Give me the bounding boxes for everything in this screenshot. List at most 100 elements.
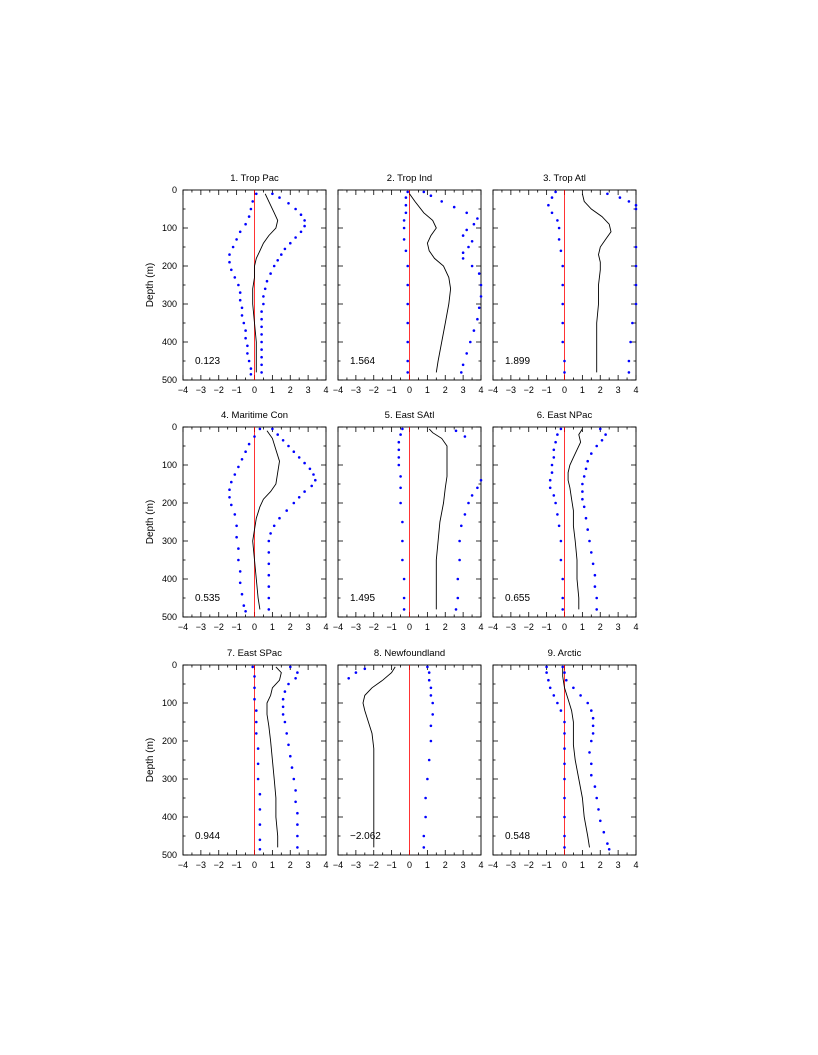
panel-value-label: 1.495 [350, 593, 375, 604]
lower-bound-point [561, 608, 564, 611]
lower-bound-point [561, 302, 564, 306]
upper-bound-point [303, 219, 306, 222]
lower-bound-point [397, 463, 401, 467]
upper-bound-point [582, 505, 586, 509]
x-tick-label: −4 [488, 622, 498, 632]
lower-bound-point [561, 340, 564, 344]
lower-bound-point [254, 709, 258, 712]
y-axis-title: Depth (m) [145, 263, 156, 307]
x-tick-label: 0 [562, 385, 567, 395]
upper-bound-point [303, 490, 306, 493]
upper-bound-point [260, 340, 263, 344]
upper-bound-point [460, 524, 463, 528]
upper-bound-point [267, 608, 271, 611]
x-tick-label: 3 [461, 385, 466, 395]
upper-bound-point [467, 501, 470, 505]
upper-bound-point [427, 678, 431, 682]
x-tick-label: 0 [252, 860, 257, 870]
upper-bound-point [272, 524, 276, 528]
panel-value-label: 1.564 [350, 356, 375, 367]
x-tick-label: 3 [306, 385, 311, 395]
upper-bound-point [456, 596, 460, 600]
panel-value-label: 0.535 [195, 593, 220, 604]
upper-bound-point [422, 834, 426, 838]
upper-bound-point [588, 539, 591, 543]
upper-bound-point [476, 217, 479, 220]
upper-bound-point [287, 743, 290, 747]
panel-value-label: −2.062 [350, 831, 381, 842]
lower-bound-point [244, 336, 247, 340]
x-tick-label: 0 [407, 385, 412, 395]
lower-bound-point [228, 253, 231, 256]
lower-bound-point [258, 823, 262, 826]
upper-bound-point [597, 808, 600, 811]
upper-bound-point [470, 264, 474, 268]
upper-bound-point [426, 777, 429, 781]
upper-bound-point [581, 482, 584, 486]
lower-bound-point [258, 792, 262, 796]
upper-bound-point [634, 302, 638, 306]
upper-bound-point [424, 796, 427, 800]
x-tick-label: 1 [425, 622, 430, 632]
lower-bound-point [554, 190, 557, 194]
upper-bound-point [303, 224, 306, 228]
x-tick-label: 0 [562, 622, 567, 632]
upper-bound-point [429, 686, 433, 690]
upper-bound-point [276, 433, 280, 436]
x-tick-label: −1 [541, 622, 551, 632]
panel-title: 5. East SAtl [385, 410, 435, 421]
x-tick-label: −1 [231, 622, 241, 632]
upper-bound-point [260, 348, 263, 351]
upper-bound-point [454, 429, 458, 433]
upper-bound-point [472, 222, 476, 226]
upper-bound-point [470, 494, 474, 497]
x-tick-label: 1 [270, 385, 275, 395]
lower-bound-point [258, 808, 262, 811]
y-tick-label: 100 [162, 460, 177, 470]
panel-value-label: 0.123 [195, 356, 220, 367]
upper-bound-point [581, 497, 584, 501]
upper-bound-point [287, 202, 290, 205]
upper-bound-point [289, 241, 292, 245]
upper-bound-point [296, 823, 299, 826]
lower-bound-point [231, 245, 235, 249]
lower-bound-point [253, 697, 256, 701]
lower-bound-point [244, 610, 247, 613]
upper-bound-point [294, 800, 297, 804]
x-tick-label: −4 [488, 860, 498, 870]
mean-profile-line [562, 666, 590, 848]
upper-bound-point [604, 433, 607, 436]
panel-title: 2. Trop Ind [387, 173, 432, 184]
upper-bound-point [582, 475, 586, 478]
x-tick-label: −1 [386, 860, 396, 870]
upper-bound-point [299, 213, 303, 216]
lower-bound-point [399, 433, 402, 436]
mean-profile-line [409, 193, 452, 373]
upper-bound-point [588, 751, 591, 754]
x-tick-label: 2 [598, 385, 603, 395]
lower-bound-point [235, 238, 238, 241]
lower-bound-point [235, 524, 238, 528]
upper-bound-point [634, 207, 638, 211]
x-tick-label: −1 [541, 385, 551, 395]
x-tick-label: −1 [386, 385, 396, 395]
upper-bound-point [431, 701, 435, 705]
lower-bound-point [561, 596, 564, 600]
upper-bound-point [581, 490, 584, 493]
lower-bound-point [554, 440, 557, 444]
upper-bound-point [271, 192, 274, 196]
upper-bound-point [310, 484, 314, 488]
x-tick-label: 3 [461, 860, 466, 870]
upper-bound-point [586, 528, 589, 531]
mean-profile-line [252, 430, 280, 610]
lower-bound-point [563, 762, 566, 766]
lower-bound-point [397, 440, 401, 444]
upper-bound-point [463, 435, 467, 438]
x-tick-label: 2 [443, 385, 448, 395]
upper-bound-point [289, 665, 292, 669]
lower-bound-point [547, 203, 550, 207]
upper-bound-point [283, 690, 287, 693]
upper-bound-point [294, 207, 297, 211]
upper-bound-point [593, 785, 597, 788]
y-tick-label: 0 [172, 185, 177, 195]
